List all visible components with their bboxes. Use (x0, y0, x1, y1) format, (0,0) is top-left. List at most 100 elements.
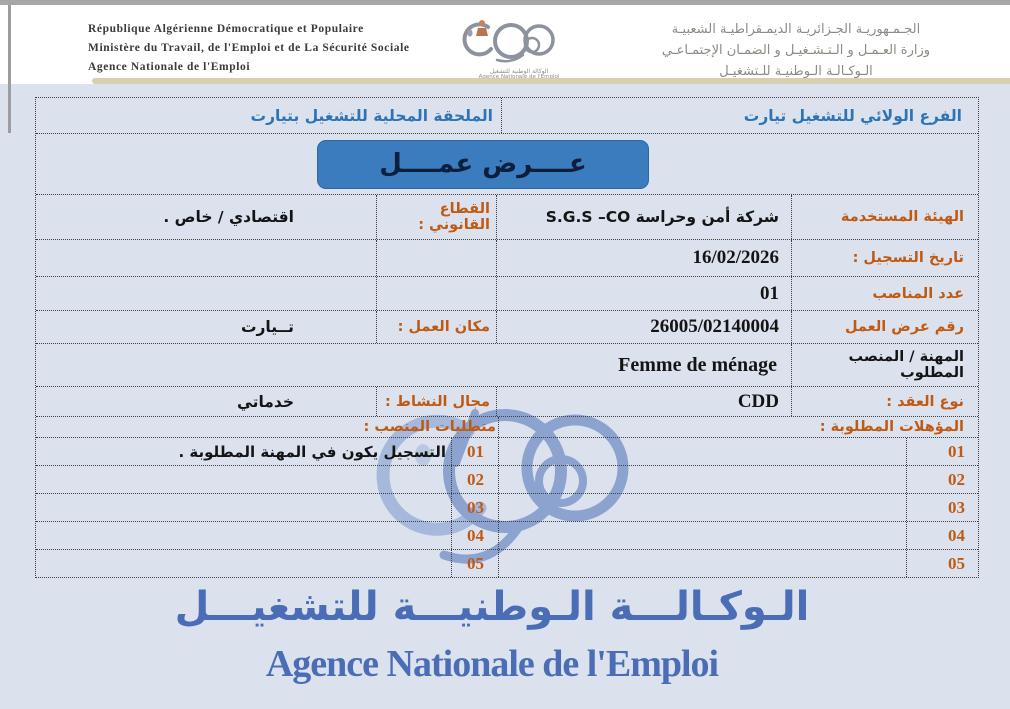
job-offer-table: الملحقة المحلية للتشغيل بتيارت الفرع الو… (35, 97, 979, 578)
workplace-value: تــيارت (240, 318, 294, 336)
registration-date-label-cell: تاريخ التسجيل : (791, 240, 978, 276)
job-title-label-cell: المهنة / المنصب المطلوب (791, 344, 978, 386)
scan-edge-left (8, 5, 11, 133)
footer-arabic-title: الـوكـالـــة الـوطنيـــة للتشغيـــل (174, 584, 810, 630)
qualification-number: 01 (948, 441, 965, 461)
employer-value: شركة أمن وحراسة S.G.S –CO (545, 208, 779, 226)
positions-count-row: 01 عدد المناصب (36, 277, 978, 311)
requirement-note-cell (36, 466, 451, 493)
workplace-label-cell: مكان العمل : (376, 311, 496, 343)
requirement-number-cell: 02 (451, 466, 498, 493)
requirement-note-cell (36, 494, 451, 521)
header-ar-line-3: الـوكـالـة الـوطنيـة للـتشغيـل (719, 64, 873, 79)
header-divider-bar (92, 78, 1010, 84)
registration-date-label: تاريخ التسجيل : (852, 250, 964, 266)
qualification-number-cell: 04 (906, 522, 978, 549)
workplace-value-cell: تــيارت (36, 311, 376, 343)
empty-cell (376, 277, 496, 310)
positions-count-label-cell: عدد المناصب (791, 277, 978, 310)
qualification-number-cell: 02 (906, 466, 978, 493)
qualification-text-cell (498, 494, 906, 521)
requirement-number: 05 (467, 553, 484, 573)
requirement-number-cell: 05 (451, 550, 498, 577)
wilaya-branch-cell: الفرع الولائي للتشغيل تيارت (501, 98, 978, 133)
qualification-row-1: التسجيل يكون في المهنة المطلوبة . 01 01 (36, 438, 978, 466)
page-title: عــــرض عمــــل (379, 149, 587, 179)
header-french-text: République Algérienne Démocratique et Po… (88, 20, 458, 77)
qualification-text-cell (498, 550, 906, 577)
positions-count-label: عدد المناصب (872, 285, 964, 302)
scan-edge-top (0, 0, 1010, 5)
branch-row: الملحقة المحلية للتشغيل بتيارت الفرع الو… (36, 98, 978, 134)
contract-type-value-cell: CDD (496, 387, 791, 416)
legal-sector-label: القطاع القانوني : (418, 201, 490, 233)
activity-field-label: مجال النشاط : (385, 393, 490, 410)
requirement-number: 02 (467, 469, 484, 489)
qualification-number-cell: 05 (906, 550, 978, 577)
contract-type-row: خدماتي مجال النشاط : CDD نوع العقد : (36, 387, 978, 417)
legal-sector-value: اقتصادي / خاص . (163, 208, 294, 226)
position-requirements-header-cell: متطلبات المنصب : (36, 417, 498, 437)
requirement-number-cell: 01 (451, 438, 498, 465)
job-title-label: المهنة / المنصب المطلوب (848, 349, 964, 381)
job-title-value-cell: Femme de ménage (36, 344, 791, 386)
logo-caption-french: Agence Nationale de l'Emploi (455, 75, 583, 81)
logo-caption-arabic: الوكالة الوطنية للتشغيل (489, 68, 549, 75)
header-fr-line-1: République Algérienne Démocratique et Po… (88, 23, 364, 35)
contract-type-label-cell: نوع العقد : (791, 387, 978, 416)
offer-number-value: 26005/02140004 (650, 316, 779, 337)
anem-logo: الوكالة الوطنية للتشغيل Agence Nationale… (455, 15, 583, 83)
qualification-text-cell (498, 466, 906, 493)
workplace-label: مكان العمل : (397, 319, 490, 335)
header-arabic-text: الجـمـهوريـة الجـزائريـة الديمـقراطيـة ا… (596, 19, 996, 82)
local-annex-label: الملحقة المحلية للتشغيل بتيارت (250, 106, 493, 125)
requirement-number: 01 (467, 441, 484, 461)
qualification-number: 02 (948, 469, 965, 489)
qualification-number: 04 (948, 525, 965, 545)
employer-value-cell: شركة أمن وحراسة S.G.S –CO (496, 195, 791, 239)
qualification-row-5: 05 05 (36, 550, 978, 577)
local-annex-cell: الملحقة المحلية للتشغيل بتيارت (36, 98, 501, 133)
required-qualifications-label: المؤهلات المطلوبة : (819, 419, 964, 435)
empty-cell (36, 277, 376, 310)
qualification-text-cell (498, 522, 906, 549)
employer-label-cell: الهيئة المستخدمة (791, 195, 978, 239)
job-title-row: Femme de ménage المهنة / المنصب المطلوب (36, 344, 978, 387)
wilaya-branch-label: الفرع الولائي للتشغيل تيارت (743, 106, 962, 125)
qualification-row-3: 03 03 (36, 494, 978, 522)
requirement-number: 04 (467, 525, 484, 545)
positions-count-value: 01 (760, 282, 779, 304)
qualification-number: 05 (948, 553, 965, 573)
employer-label: الهيئة المستخدمة (840, 209, 964, 225)
position-requirements-label: متطلبات المنصب : (363, 419, 496, 435)
registration-date-row: 16/02/2026 تاريخ التسجيل : (36, 240, 978, 277)
legal-sector-value-cell: اقتصادي / خاص . (36, 195, 376, 239)
activity-field-value: خدماتي (236, 392, 294, 411)
activity-field-label-cell: مجال النشاط : (376, 387, 496, 416)
anem-watermark-icon (376, 409, 629, 564)
empty-cell (376, 240, 496, 276)
requirement-note-cell (36, 522, 451, 549)
header-fr-line-3: Agence Nationale de l'Emploi (88, 61, 251, 73)
requirement-note-cell (36, 550, 451, 577)
required-qualifications-header-cell: المؤهلات المطلوبة : (498, 417, 978, 437)
header-fr-line-2: Ministère du Travail, de l'Emploi et de … (88, 42, 410, 54)
qualification-row-4: 04 04 (36, 522, 978, 550)
qualification-row-2: 02 02 (36, 466, 978, 494)
qualifications-header-row: متطلبات المنصب : المؤهلات المطلوبة : (36, 417, 978, 438)
registration-date-value: 16/02/2026 (692, 247, 779, 268)
title-row: عــــرض عمــــل (36, 134, 978, 195)
requirement-number-cell: 03 (451, 494, 498, 521)
requirement-note-cell: التسجيل يكون في المهنة المطلوبة . (36, 438, 451, 465)
offer-number-label: رقم عرض العمل (844, 319, 964, 335)
anem-logo-icon (462, 20, 555, 63)
contract-type-value: CDD (737, 390, 779, 412)
job-title-value: Femme de ménage (618, 353, 777, 376)
qualification-number-cell: 01 (906, 438, 978, 465)
footer-french-title: Agence Nationale de l'Emploi (265, 643, 719, 685)
activity-field-value-cell: خدماتي (36, 387, 376, 416)
positions-count-value-cell: 01 (496, 277, 791, 310)
requirement-number: 03 (467, 497, 484, 517)
header-ar-line-1: الجـمـهوريـة الجـزائريـة الديمـقراطيـة ا… (671, 22, 921, 37)
empty-cell (36, 240, 376, 276)
